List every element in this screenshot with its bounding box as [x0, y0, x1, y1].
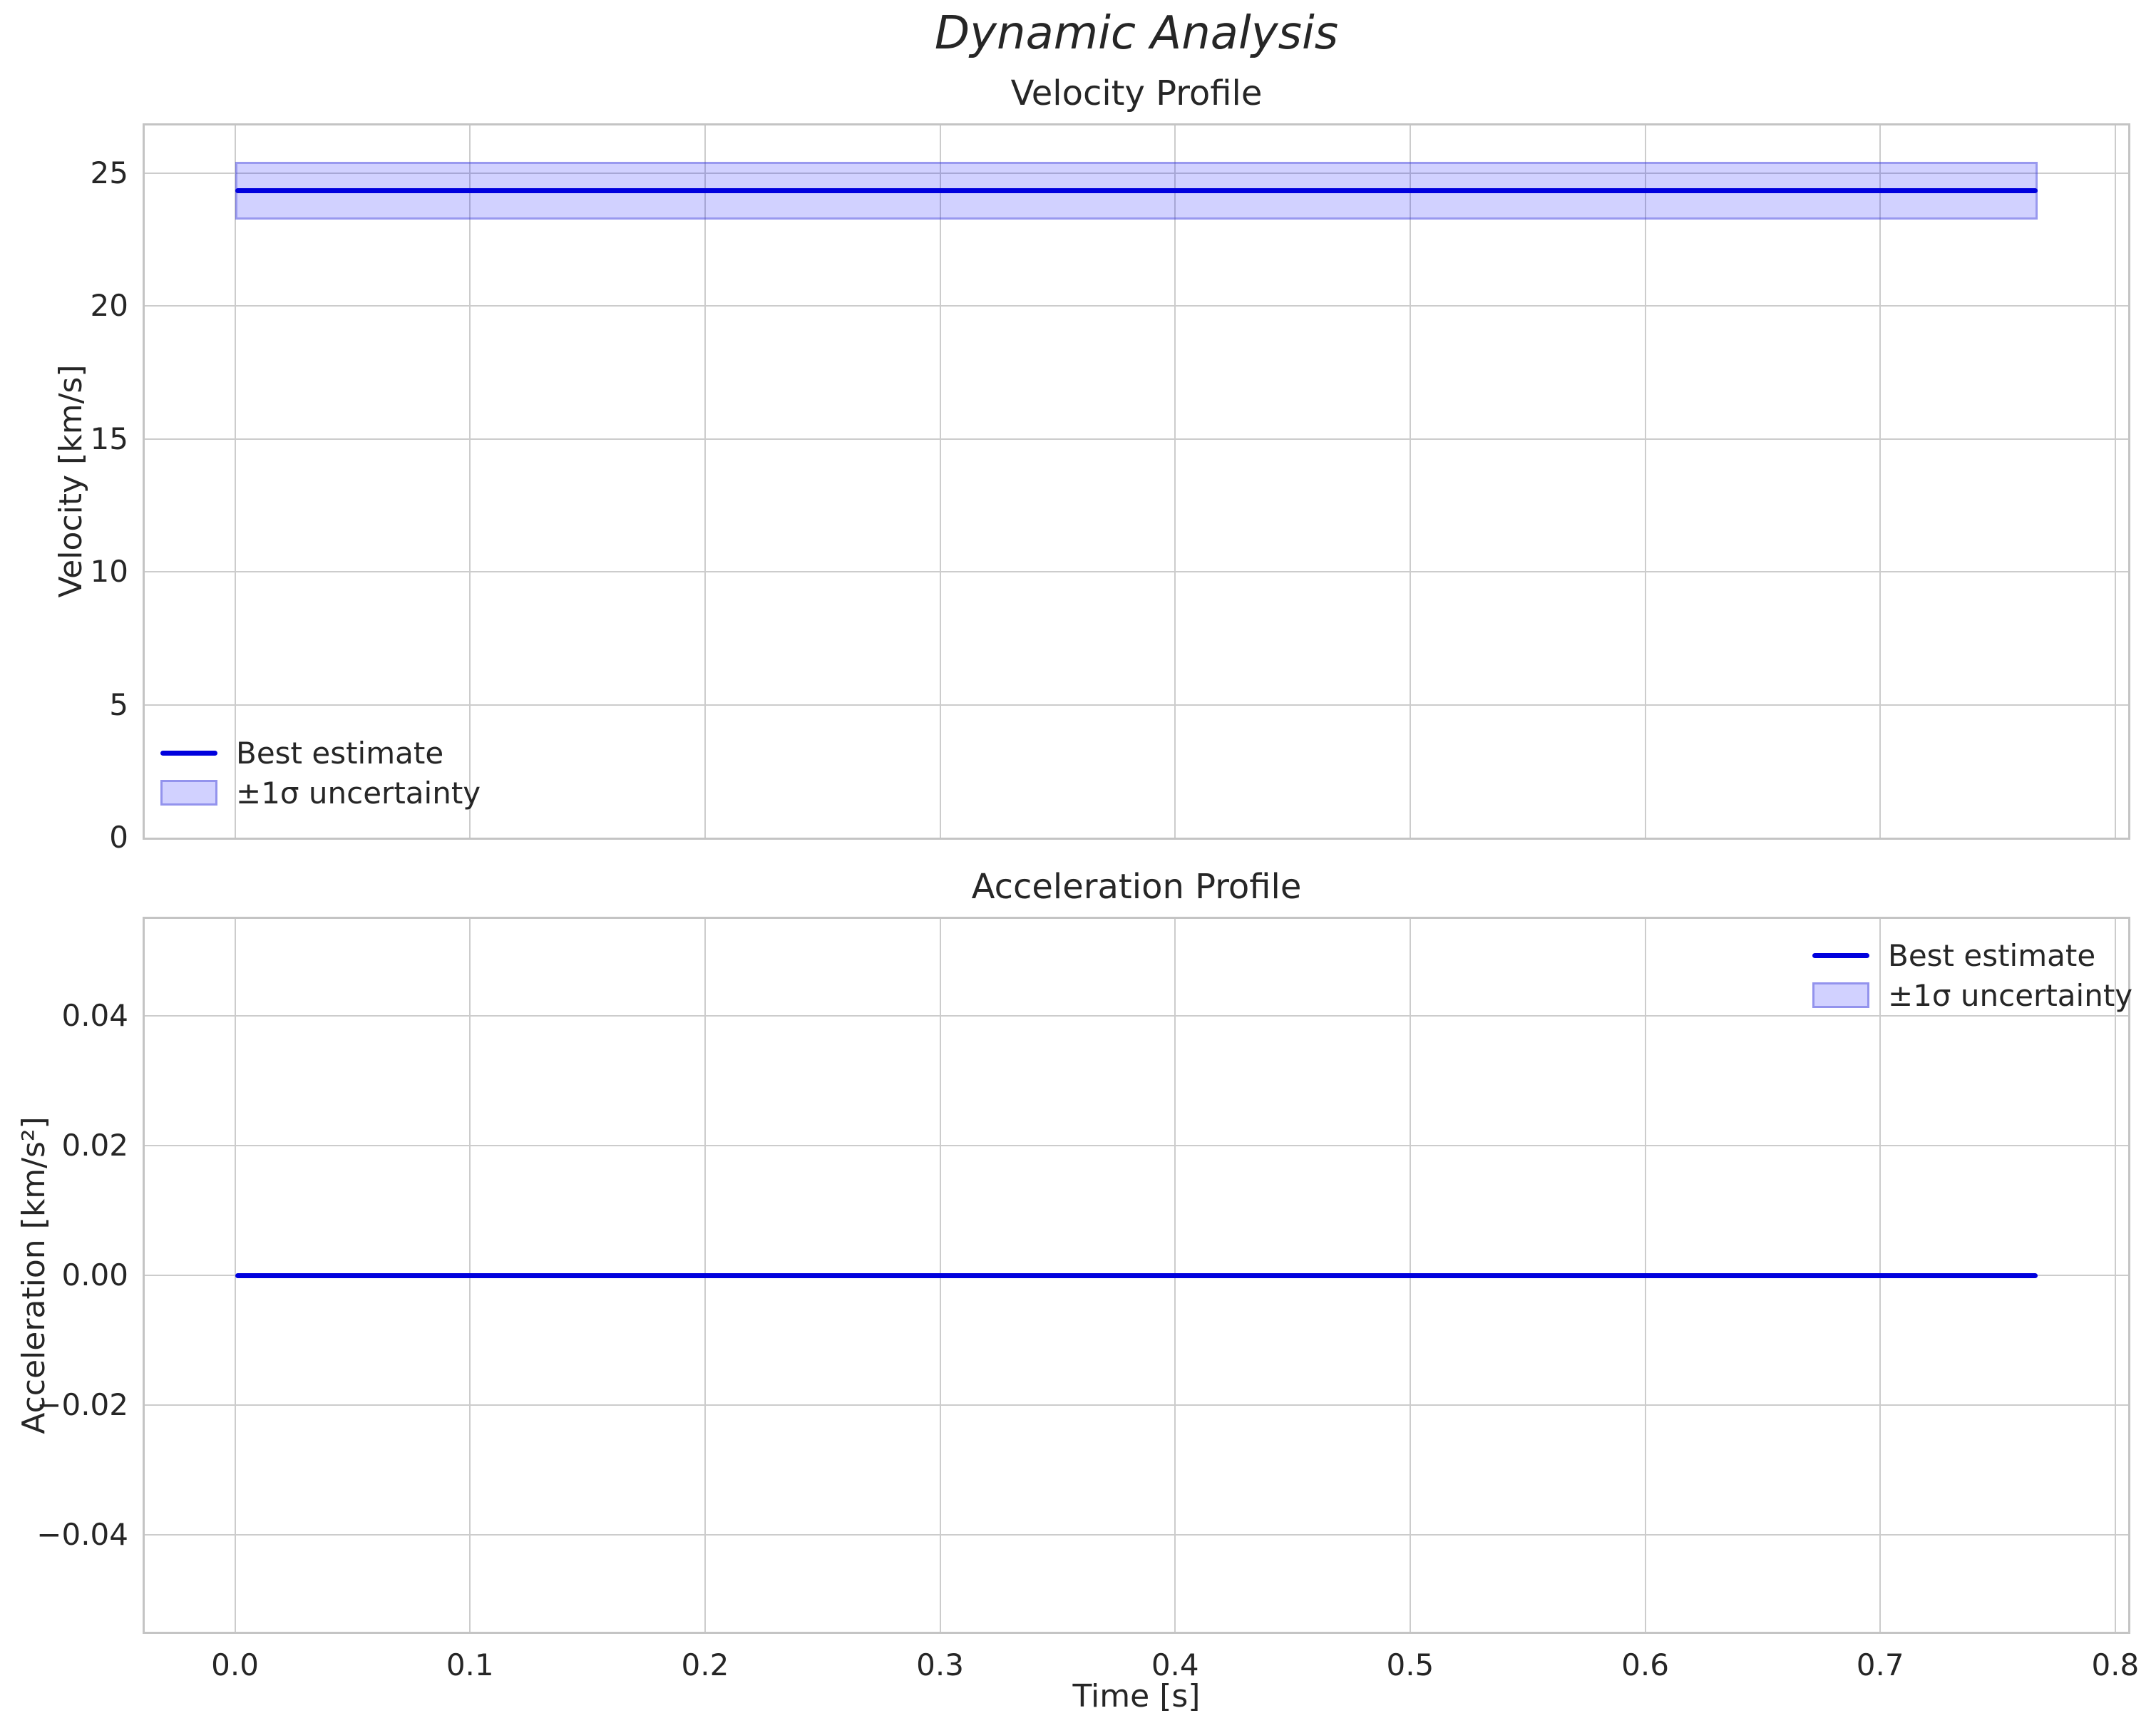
legend-row-best-estimate: Best estimate: [1812, 935, 2132, 975]
acceleration-subplot-title: Acceleration Profile: [971, 867, 1302, 907]
velocity-subplot-title: Velocity Profile: [1010, 73, 1263, 113]
best-estimate-line: [235, 1272, 2038, 1278]
grid-line-vertical: [1174, 125, 1176, 838]
y-tick-label: −0.02: [36, 1387, 128, 1423]
x-tick-label: 0.8: [2091, 1647, 2140, 1682]
y-tick-label: 0.00: [61, 1258, 128, 1292]
y-tick-label: 0: [109, 820, 128, 855]
y-tick-label: 15: [90, 421, 128, 456]
grid-line-horizontal: [145, 173, 2128, 175]
grid-line-vertical: [1409, 125, 1411, 838]
velocity-legend: Best estimate ±1σ uncertainty: [160, 733, 481, 813]
grid-line-horizontal: [145, 1404, 2128, 1406]
x-tick-label: 0.1: [446, 1647, 494, 1682]
legend-row-uncertainty: ±1σ uncertainty: [160, 773, 481, 813]
legend-row-uncertainty: ±1σ uncertainty: [1812, 975, 2132, 1015]
legend-line-swatch: [1812, 952, 1869, 958]
best-estimate-line: [235, 187, 2038, 193]
y-tick-label: −0.04: [36, 1517, 128, 1553]
grid-line-horizontal: [145, 571, 2128, 573]
x-tick-label: 0.5: [1386, 1647, 1434, 1682]
x-axis-label: Time [s]: [1072, 1678, 1201, 1714]
grid-line-horizontal: [145, 1014, 2128, 1017]
grid-line-vertical: [704, 125, 706, 838]
y-tick-label: 20: [90, 288, 128, 324]
x-tick-label: 0.0: [211, 1647, 259, 1682]
grid-line-horizontal: [145, 1534, 2128, 1536]
x-tick-label: 0.7: [1856, 1647, 1904, 1682]
x-tick-label: 0.6: [1621, 1647, 1669, 1682]
grid-line-horizontal: [145, 438, 2128, 440]
grid-line-vertical: [939, 125, 941, 838]
legend-line-swatch: [160, 750, 217, 756]
grid-line-vertical: [2114, 125, 2116, 838]
grid-line-horizontal: [145, 305, 2128, 307]
y-tick-label: 0.02: [61, 1127, 128, 1163]
legend-line-label: Best estimate: [1888, 937, 2096, 973]
velocity-y-axis-label: Velocity [km/s]: [53, 364, 89, 598]
figure-title: Dynamic Analysis: [934, 7, 1339, 60]
grid-line-horizontal: [145, 704, 2128, 706]
x-tick-label: 0.2: [681, 1647, 729, 1682]
x-tick-label: 0.3: [916, 1647, 964, 1682]
legend-line-label: Best estimate: [236, 735, 444, 771]
grid-line-vertical: [1879, 125, 1882, 838]
legend-band-label: ±1σ uncertainty: [1888, 977, 2133, 1013]
legend-band-swatch: [1812, 982, 1869, 1008]
legend-row-best-estimate: Best estimate: [160, 733, 481, 773]
legend-band-swatch: [160, 780, 217, 806]
y-tick-label: 10: [90, 554, 128, 590]
grid-line-horizontal: [145, 1144, 2128, 1146]
legend-band-label: ±1σ uncertainty: [236, 775, 481, 811]
y-tick-label: 0.04: [61, 997, 128, 1033]
x-tick-label: 0.4: [1151, 1647, 1199, 1682]
velocity-plot-area: [143, 123, 2130, 840]
grid-line-vertical: [1644, 125, 1646, 838]
grid-line-vertical: [469, 125, 471, 838]
y-tick-label: 5: [109, 686, 128, 722]
y-tick-label: 25: [90, 155, 128, 191]
grid-line-vertical: [234, 125, 236, 838]
acceleration-legend: Best estimate ±1σ uncertainty: [1812, 935, 2132, 1015]
acceleration-plot-area: [143, 917, 2130, 1634]
